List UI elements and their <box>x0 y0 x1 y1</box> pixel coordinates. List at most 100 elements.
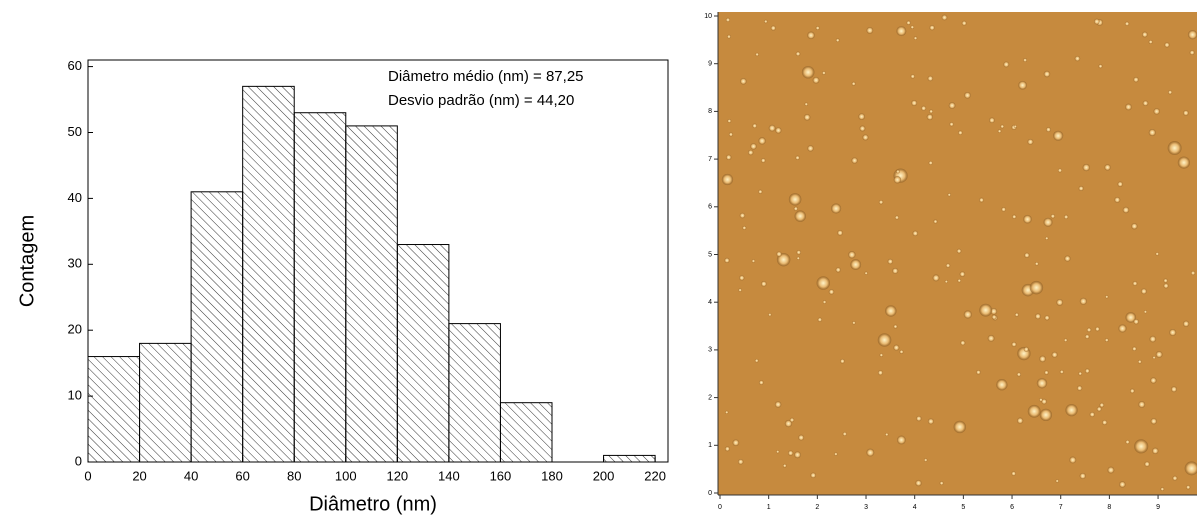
particle <box>964 92 971 99</box>
particle <box>834 452 837 455</box>
particle <box>740 78 747 85</box>
particle <box>1186 485 1190 489</box>
particle <box>1125 104 1132 111</box>
particle <box>1085 369 1090 374</box>
particle <box>740 213 746 219</box>
particle <box>768 313 771 316</box>
particle <box>795 210 806 221</box>
y-axis-label: Contagem <box>16 215 38 307</box>
particle <box>1163 283 1168 288</box>
particle <box>1080 473 1086 479</box>
particle <box>752 259 755 262</box>
particle <box>957 249 962 254</box>
particle <box>1056 479 1059 482</box>
particle <box>1075 56 1080 61</box>
particle <box>1028 405 1041 418</box>
particle <box>946 263 950 267</box>
particle <box>924 458 927 461</box>
particle <box>858 113 865 120</box>
particle <box>933 220 937 224</box>
particle <box>900 350 904 354</box>
afm-y-tick-label: 5 <box>708 251 712 258</box>
particle <box>848 251 855 258</box>
particle <box>748 150 754 156</box>
afm-x-tick-label: 2 <box>815 504 819 511</box>
particle <box>1134 439 1148 453</box>
particle <box>894 176 901 183</box>
particle <box>879 200 883 204</box>
particle <box>1169 329 1176 336</box>
particle <box>996 379 1007 390</box>
afm-x-tick-label: 8 <box>1107 504 1111 511</box>
y-tick-label: 40 <box>68 190 82 205</box>
particle <box>866 27 873 34</box>
particle <box>1024 347 1029 352</box>
particle <box>1163 279 1167 283</box>
particle <box>1156 351 1163 358</box>
particle <box>906 21 910 25</box>
particle <box>1065 404 1077 416</box>
particle <box>1130 389 1135 394</box>
particle <box>1178 156 1190 168</box>
particle <box>949 102 956 109</box>
particle <box>895 215 899 219</box>
particle <box>1087 328 1091 332</box>
particle <box>836 267 841 272</box>
bar <box>604 455 656 462</box>
particle <box>727 119 731 123</box>
afm-y-tick-label: 3 <box>708 347 712 354</box>
particle <box>1077 386 1082 391</box>
y-tick-label: 10 <box>68 388 82 403</box>
particle <box>764 20 767 23</box>
particle <box>1131 223 1137 229</box>
particle <box>1133 281 1138 286</box>
particle <box>1039 398 1042 401</box>
particle <box>1018 81 1027 90</box>
particle <box>1183 110 1189 116</box>
x-tick-label: 120 <box>386 468 408 483</box>
afm-x-tick-label: 3 <box>864 504 868 511</box>
particle <box>1027 139 1033 145</box>
afm-y-tick-label: 6 <box>708 204 712 211</box>
particle <box>892 268 898 274</box>
particle <box>1043 218 1052 227</box>
afm-x-tick-label: 9 <box>1156 504 1160 511</box>
particle <box>822 71 826 75</box>
particle <box>850 259 861 270</box>
particle <box>862 134 868 140</box>
particle <box>831 203 841 213</box>
particle <box>1107 467 1114 474</box>
bar <box>140 343 192 462</box>
afm-x-tick-label: 1 <box>767 504 771 511</box>
particle <box>727 35 731 39</box>
particle <box>852 82 856 86</box>
particle <box>1151 418 1157 424</box>
particle <box>880 353 884 357</box>
particle <box>1153 356 1156 359</box>
particle <box>759 380 764 385</box>
y-tick-label: 30 <box>68 256 82 271</box>
bar <box>346 126 398 462</box>
particle <box>1040 409 1052 421</box>
particle <box>1030 281 1043 294</box>
afm-y-tick-label: 7 <box>708 156 712 163</box>
particle <box>928 76 934 82</box>
particle <box>776 251 781 256</box>
particle <box>1149 40 1153 44</box>
particle <box>949 122 953 126</box>
afm-y-tick-label: 4 <box>708 299 712 306</box>
particle <box>865 272 868 275</box>
particle <box>807 145 813 151</box>
particle <box>1164 42 1169 47</box>
particle <box>1099 403 1104 408</box>
particle <box>1168 141 1182 155</box>
particle <box>1001 207 1006 212</box>
particle <box>851 157 857 163</box>
particle <box>794 207 798 211</box>
particle <box>885 433 888 436</box>
bar <box>449 324 501 462</box>
particle <box>921 106 926 111</box>
particle <box>979 198 984 203</box>
particle <box>913 231 919 237</box>
particle <box>1149 336 1156 343</box>
